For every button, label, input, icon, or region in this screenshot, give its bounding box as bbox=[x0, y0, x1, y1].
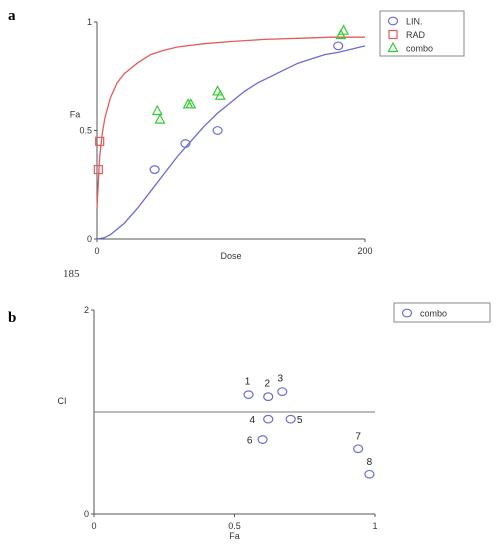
data-point-combo bbox=[185, 98, 197, 109]
legend-marker bbox=[401, 308, 413, 318]
panel-b-letter: b bbox=[8, 310, 16, 326]
y-axis-label: Fa bbox=[70, 109, 81, 119]
legend-marker bbox=[387, 16, 399, 26]
point-label: 8 bbox=[367, 457, 373, 468]
legend-entry: RAD bbox=[406, 30, 426, 40]
legend: combo bbox=[393, 302, 491, 323]
legend: LIN. RAD combo bbox=[379, 10, 465, 57]
legend-entry: LIN. bbox=[406, 17, 423, 27]
data-point-combo bbox=[154, 113, 166, 124]
data-point-combo bbox=[263, 392, 274, 402]
data-point-combo bbox=[257, 435, 268, 444]
fit-curve-lin bbox=[96, 45, 366, 240]
point-label: 3 bbox=[277, 374, 283, 385]
point-label: 5 bbox=[297, 415, 303, 426]
y-tick-label: 0.5 bbox=[79, 126, 92, 136]
data-point-lin bbox=[180, 139, 191, 148]
x-tick-label: 0.5 bbox=[228, 521, 241, 531]
data-point-combo bbox=[364, 469, 375, 479]
data-point-lin bbox=[333, 41, 344, 51]
data-point-rad bbox=[95, 136, 105, 146]
data-point-combo bbox=[277, 387, 288, 397]
panel-a-letter: a bbox=[8, 8, 16, 24]
y-tick-label: 0 bbox=[84, 509, 89, 519]
x-tick-label: 0 bbox=[94, 246, 99, 256]
legend-box bbox=[379, 10, 465, 57]
point-label: 4 bbox=[249, 415, 255, 426]
data-point-combo bbox=[338, 24, 350, 35]
data-point-combo bbox=[214, 89, 226, 100]
data-point-rad bbox=[93, 164, 103, 175]
data-point-lin bbox=[212, 126, 223, 135]
y-tick-label: 2 bbox=[84, 305, 89, 315]
page-number: 185 bbox=[63, 268, 80, 280]
x-tick-label: 0 bbox=[91, 521, 96, 531]
chart-a: 0 200 0 0.5 1 Dose Fa LIN. RAD combo bbox=[70, 10, 465, 261]
x-tick-label: 1 bbox=[372, 521, 377, 531]
y-tick-label: 1 bbox=[87, 17, 92, 27]
point-label: 1 bbox=[245, 377, 251, 388]
legend-box bbox=[393, 302, 491, 323]
data-point-combo bbox=[243, 390, 254, 400]
point-label: 6 bbox=[247, 436, 253, 447]
x-tick-label: 200 bbox=[357, 246, 372, 256]
legend-entry: combo bbox=[406, 44, 433, 54]
data-point-combo bbox=[353, 444, 364, 454]
x-axis-label: Dose bbox=[220, 251, 241, 261]
data-point-combo bbox=[151, 104, 163, 116]
point-label: 7 bbox=[355, 432, 361, 443]
x-axis-label: Fa bbox=[229, 531, 240, 541]
point-label: 2 bbox=[264, 379, 270, 390]
fit-curve-rad bbox=[96, 36, 365, 209]
data-point-combo bbox=[263, 414, 274, 424]
legend-marker bbox=[387, 41, 399, 53]
y-axis-label: CI bbox=[58, 396, 67, 406]
legend-marker bbox=[388, 29, 398, 40]
data-point-combo bbox=[285, 414, 296, 424]
y-tick-label: 0 bbox=[87, 234, 92, 244]
data-point-lin bbox=[149, 165, 160, 174]
legend-entry: combo bbox=[420, 309, 447, 319]
